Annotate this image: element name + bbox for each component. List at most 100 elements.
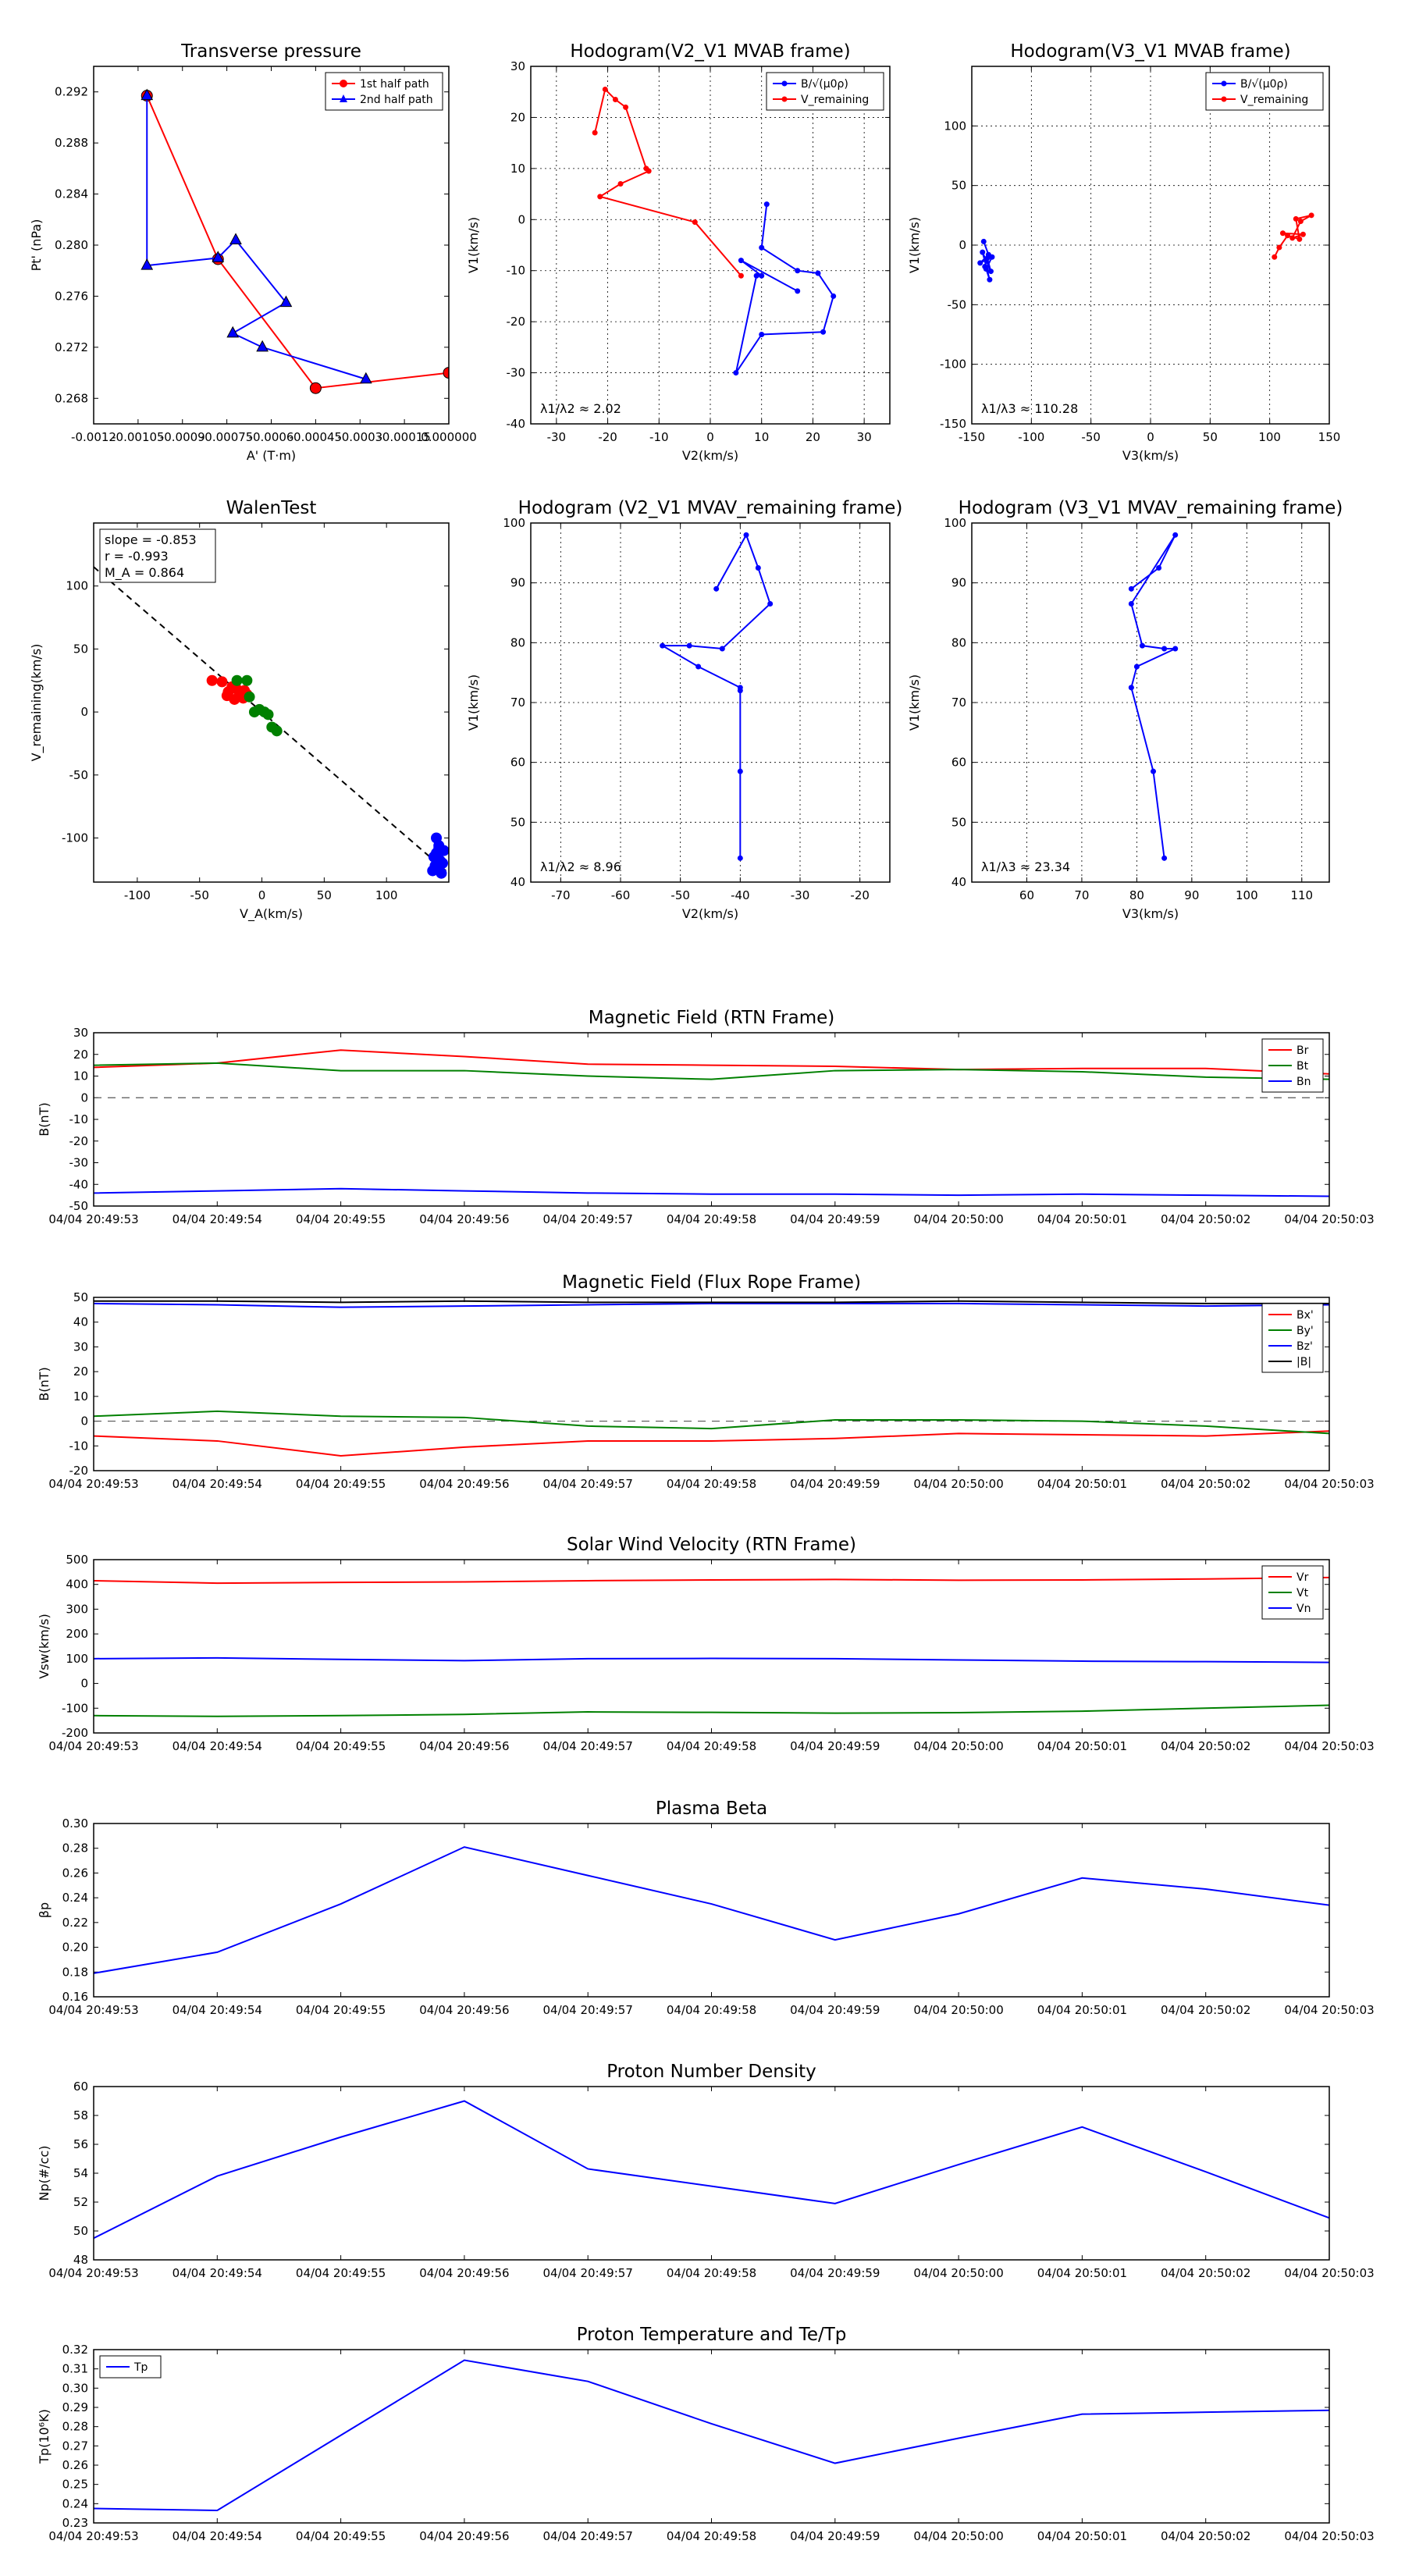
x-tick-label: 04/04 20:49:59 bbox=[790, 2529, 880, 2543]
y-tick-label: 90 bbox=[951, 576, 966, 590]
data-point bbox=[1297, 236, 1303, 242]
y-tick-label: -10 bbox=[69, 1112, 89, 1126]
legend-marker bbox=[781, 80, 788, 87]
x-tick-label: 04/04 20:50:00 bbox=[913, 1739, 1003, 1753]
x-tick-label: 04/04 20:50:01 bbox=[1037, 2529, 1127, 2543]
plot-frame bbox=[971, 66, 1330, 425]
y-tick-label: 0.276 bbox=[55, 289, 88, 303]
panel-h3: Hodogram (V2_V1 MVAV_remaining frame) -70… bbox=[466, 498, 902, 921]
x-tick-label: 04/04 20:49:55 bbox=[296, 2266, 386, 2280]
data-point bbox=[660, 642, 666, 649]
x-tick-label: -100 bbox=[1018, 430, 1044, 444]
series-line-Vt bbox=[94, 1704, 1329, 1717]
x-tick-label: 04/04 20:50:00 bbox=[913, 2003, 1003, 2017]
legend-label: Bt bbox=[1297, 1060, 1309, 1073]
legend-label: Br bbox=[1297, 1044, 1309, 1057]
y-tick-label: 20 bbox=[73, 1364, 88, 1379]
legend: B/√(μ0ρ) V_remaining bbox=[1205, 72, 1324, 111]
y-tick-label: 100 bbox=[944, 119, 966, 133]
series-line-Bn bbox=[94, 1187, 1329, 1197]
plot-frame bbox=[93, 66, 450, 425]
x-tick-label: 04/04 20:49:57 bbox=[543, 1212, 633, 1226]
series-line-2nd half path bbox=[146, 95, 367, 380]
data-point bbox=[1161, 646, 1168, 652]
y-tick-label: 0.26 bbox=[62, 2458, 88, 2472]
series-line-Bt bbox=[94, 1062, 1329, 1080]
x-tick-label: -0.0012 bbox=[71, 430, 116, 444]
data-point bbox=[1308, 212, 1314, 219]
x-tick-label: 90 bbox=[1184, 888, 1199, 902]
panel-ts1: Magnetic Field (RTN Frame) 04/04 20:49:53… bbox=[37, 1008, 1375, 1226]
x-tick-label: 04/04 20:50:01 bbox=[1037, 2003, 1127, 2017]
y-tick-label: -100 bbox=[62, 831, 88, 845]
y-tick-label: -10 bbox=[69, 1439, 89, 1453]
y-tick-label: 50 bbox=[951, 815, 966, 829]
x-tick-label: 30 bbox=[857, 430, 872, 444]
y-tick-label: -40 bbox=[69, 1177, 89, 1191]
plot-frame bbox=[93, 1297, 1330, 1471]
x-axis-label: V2(km/s) bbox=[682, 906, 738, 921]
legend: 1st half path 2nd half path bbox=[325, 72, 443, 111]
y-axis-label: B(nT) bbox=[37, 1102, 52, 1136]
series-line-Np bbox=[94, 2100, 1329, 2240]
y-tick-label: 20 bbox=[73, 1048, 88, 1062]
y-tick-label: 200 bbox=[66, 1627, 88, 1641]
y-tick-label: -40 bbox=[507, 417, 526, 431]
panel-ts6: Proton Temperature and Te/Tp 04/04 20:49:… bbox=[37, 2325, 1375, 2543]
y-tick-label: 0.284 bbox=[55, 187, 88, 201]
y-tick-label: -100 bbox=[940, 358, 966, 372]
y-axis-label: V1(km/s) bbox=[907, 217, 922, 273]
x-tick-label: 04/04 20:49:57 bbox=[543, 2266, 633, 2280]
data-point bbox=[1139, 642, 1145, 649]
legend-label: 1st half path bbox=[360, 78, 429, 91]
y-tick-label: -20 bbox=[69, 1464, 89, 1478]
legend-box bbox=[1205, 72, 1324, 111]
plot-area bbox=[592, 86, 837, 376]
chart-title: Proton Number Density bbox=[606, 2062, 816, 2082]
data-point bbox=[737, 688, 743, 694]
data-point bbox=[686, 642, 692, 649]
plot-frame bbox=[93, 1823, 1330, 1998]
y-axis-label: V1(km/s) bbox=[466, 217, 481, 273]
data-point bbox=[231, 684, 243, 696]
series-line-Tp bbox=[94, 2359, 1329, 2511]
x-tick-label: 04/04 20:50:00 bbox=[913, 2266, 1003, 2280]
y-tick-label: 500 bbox=[66, 1553, 88, 1567]
annotation: λ1/λ2 ≈ 8.96 bbox=[540, 859, 621, 874]
x-tick-label: 04/04 20:49:57 bbox=[543, 1739, 633, 1753]
y-tick-label: 80 bbox=[510, 635, 525, 649]
y-tick-label: 400 bbox=[66, 1578, 88, 1592]
x-tick-label: 04/04 20:50:00 bbox=[913, 2529, 1003, 2543]
y-tick-label: 0.22 bbox=[62, 1916, 88, 1930]
x-tick-label: 04/04 20:49:56 bbox=[419, 2266, 509, 2280]
y-tick-label: -50 bbox=[948, 297, 967, 311]
y-tick-label: 10 bbox=[73, 1069, 88, 1083]
x-axis-label: V3(km/s) bbox=[1122, 906, 1179, 921]
x-tick-label: 100 bbox=[375, 888, 398, 902]
x-tick-label: -50 bbox=[190, 888, 209, 902]
plot-area bbox=[1128, 532, 1179, 861]
data-point bbox=[692, 219, 698, 226]
x-tick-label: 04/04 20:49:53 bbox=[48, 2003, 138, 2017]
series-line-Br bbox=[94, 1049, 1329, 1075]
data-point bbox=[820, 329, 827, 335]
x-tick-label: 04/04 20:49:57 bbox=[543, 2529, 633, 2543]
x-tick-label: 150 bbox=[1318, 430, 1341, 444]
data-point bbox=[1172, 532, 1179, 538]
legend-label: V_remaining bbox=[801, 94, 869, 106]
chart-title: Hodogram (V2_V1 MVAV_remaining frame) bbox=[518, 498, 903, 518]
legend-marker bbox=[781, 96, 788, 102]
y-tick-label: 100 bbox=[944, 516, 966, 530]
data-point bbox=[831, 293, 837, 299]
y-tick-label: 10 bbox=[73, 1389, 88, 1404]
series-line-B/√(μ0ρ) bbox=[735, 204, 834, 374]
y-tick-label: 48 bbox=[73, 2253, 88, 2267]
data-point bbox=[719, 646, 725, 652]
plot-area bbox=[94, 566, 449, 879]
series-line-V_remaining bbox=[1273, 214, 1312, 258]
y-tick-label: 50 bbox=[73, 2224, 88, 2238]
plot-frame bbox=[93, 2349, 1330, 2524]
y-tick-label: 0.27 bbox=[62, 2439, 88, 2453]
data-point bbox=[759, 272, 765, 279]
data-point bbox=[597, 194, 603, 200]
